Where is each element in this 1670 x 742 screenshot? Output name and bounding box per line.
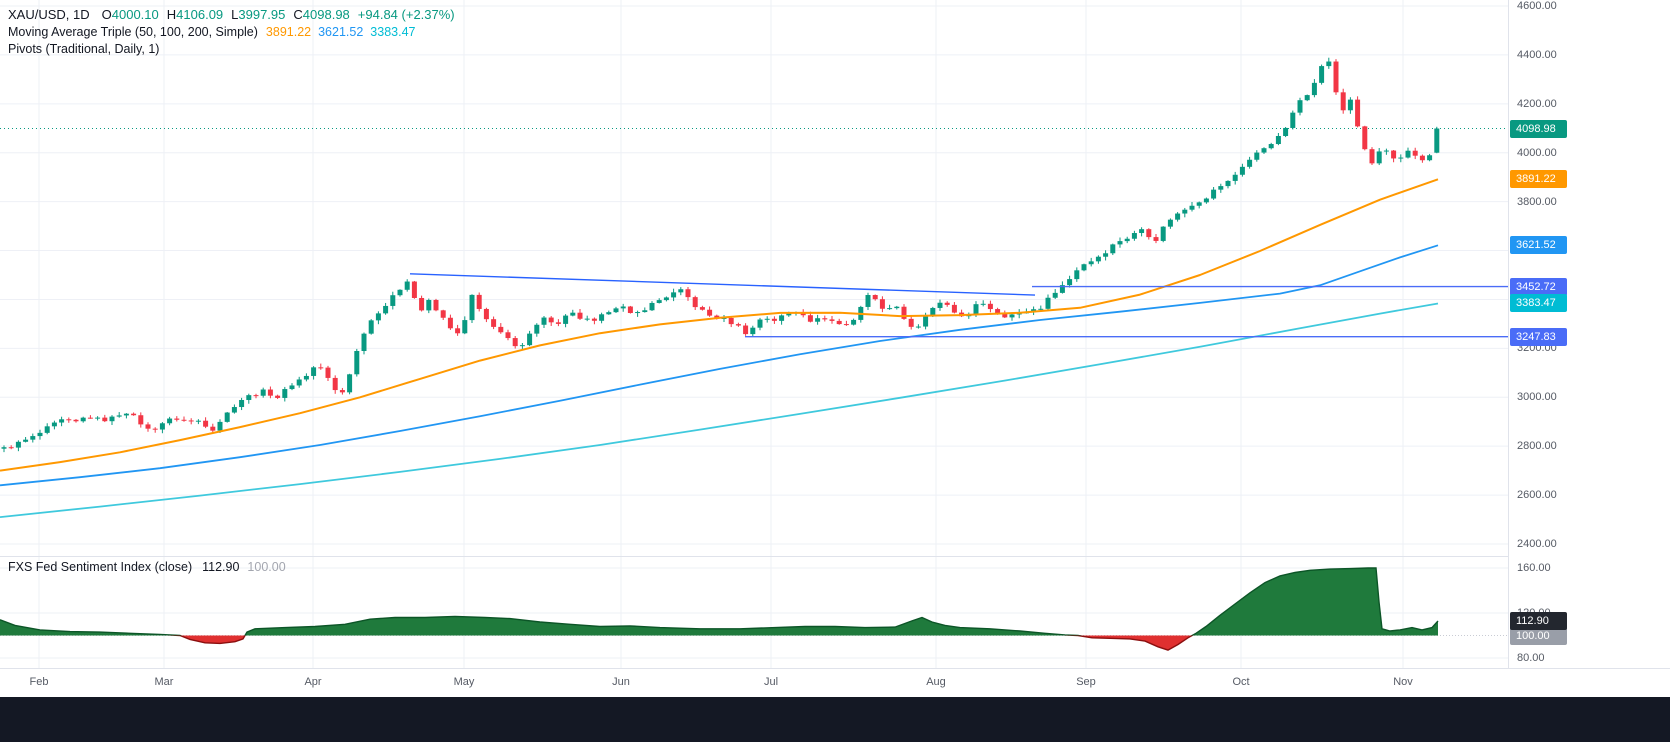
time-axis[interactable]: Feb Mar Apr May Jun Jul Aug Sep Oct Nov (0, 668, 1670, 697)
ma-value: 3383.47 (370, 24, 416, 39)
ohlc-value: 4106.09 (176, 6, 224, 22)
ohlc-value: 4098.98 (302, 6, 350, 22)
price-tick: 4600.00 (1517, 0, 1557, 12)
month-label: Jun (612, 676, 630, 688)
change-value: +94.84 (+2.37%) (357, 6, 455, 22)
price-tick: 3800.00 (1517, 195, 1557, 208)
price-tick: 2800.00 (1517, 440, 1557, 453)
ma-indicator-row[interactable]: Moving Average Triple (50, 100, 200, Sim… (8, 23, 455, 40)
sentiment-legend-row[interactable]: FXS Fed Sentiment Index (close) 112.90 1… (8, 560, 286, 574)
ohlc-letter: H (166, 6, 177, 22)
month-label: Nov (1393, 676, 1413, 688)
price-badge: 3891.22 (1510, 170, 1567, 189)
price-badge: 3452.72 (1510, 277, 1567, 296)
ohlc-value: 3997.95 (238, 6, 286, 22)
bottom-bar (0, 697, 1670, 742)
pane-divider[interactable] (0, 556, 1670, 557)
price-badge: 3621.52 (1510, 236, 1567, 255)
sentiment-base-value: 100.00 (247, 560, 286, 574)
ma-indicator-title[interactable]: Moving Average Triple (50, 100, 200, Sim… (8, 24, 258, 39)
price-badge: 3247.83 (1510, 327, 1567, 346)
price-tick: 2600.00 (1517, 489, 1557, 502)
ma100-line (0, 244, 1439, 487)
price-tick: 2400.00 (1517, 538, 1557, 550)
ma-values: 3891.22 3621.52 3383.47 (266, 25, 423, 39)
sentiment-tick: 160.00 (1517, 562, 1551, 574)
price-axis[interactable]: 4600.004400.004200.004000.003800.003600.… (1508, 0, 1670, 697)
sentiment-base-badge: 100.00 (1510, 626, 1567, 645)
ma-value: 3621.52 (318, 24, 364, 39)
month-label: Apr (304, 676, 322, 688)
price-badge: 3383.47 (1510, 294, 1567, 313)
sentiment-indicator-title[interactable]: FXS Fed Sentiment Index (close) (8, 560, 193, 574)
month-label: Aug (926, 676, 946, 688)
ohlc-values: O4000.10 H4106.09 L3997.95 C4098.98 (100, 7, 356, 22)
month-label: May (453, 676, 475, 688)
month-label: Jul (763, 676, 779, 688)
trendline[interactable] (409, 273, 1036, 296)
price-tick: 4000.00 (1517, 146, 1557, 159)
price-tick: 3000.00 (1517, 391, 1557, 404)
candles-series (1, 57, 1440, 453)
pivots-indicator-row[interactable]: Pivots (Traditional, Daily, 1) (8, 40, 455, 57)
pivots-indicator-title[interactable]: Pivots (Traditional, Daily, 1) (8, 41, 160, 56)
month-label: Oct (1232, 676, 1250, 688)
price-tick: 4400.00 (1517, 48, 1557, 61)
main-legend: XAU/USD, 1D O4000.10 H4106.09 L3997.95 C409… (8, 5, 455, 57)
ohlc-value: 4000.10 (111, 6, 159, 22)
month-label: Feb (29, 676, 49, 688)
sentiment-value-badge: 112.90 (1510, 611, 1567, 630)
price-badge: 4098.98 (1510, 119, 1567, 138)
sentiment-tick: 80.00 (1517, 652, 1545, 664)
sentiment-area (0, 567, 1439, 651)
sentiment-value: 112.90 (202, 560, 240, 574)
ohlc-letter: O (101, 6, 112, 22)
symbol-title[interactable]: XAU/USD, 1D (8, 6, 90, 22)
month-label: Mar (154, 676, 174, 688)
ohlc-letter: C (293, 6, 303, 22)
price-tick: 4200.00 (1517, 97, 1557, 110)
symbol-row[interactable]: XAU/USD, 1D O4000.10 H4106.09 L3997.95 C409… (8, 5, 455, 23)
ma50-line (0, 178, 1439, 472)
ohlc-letter: L (231, 6, 239, 22)
ma-value: 3891.22 (265, 24, 312, 39)
ma200-line (0, 302, 1439, 518)
month-label: Sep (1076, 676, 1096, 688)
